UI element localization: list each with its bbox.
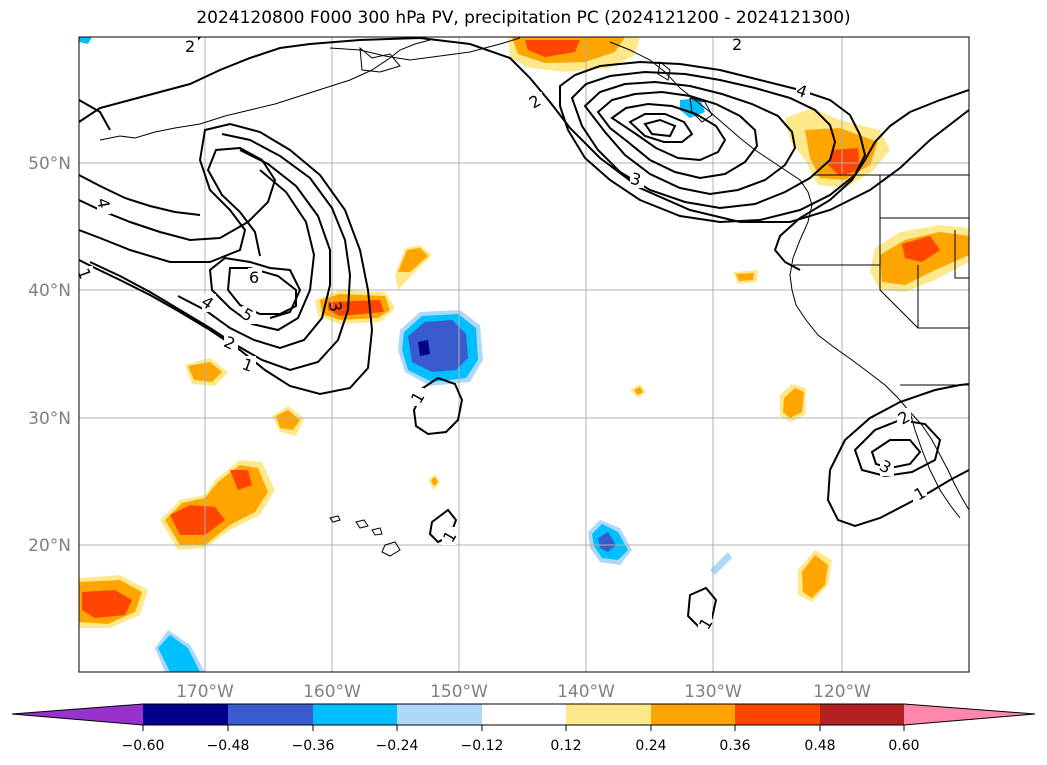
colorbar-segment	[143, 704, 228, 725]
latitude-labels: 50°N 40°N 30°N 20°N	[28, 154, 71, 556]
pv-label: 3	[628, 169, 643, 190]
colorbar-tick-label: −0.60	[122, 738, 165, 754]
colorbar-extend-min	[12, 704, 143, 725]
pv-label: 6	[249, 268, 259, 287]
colorbar-tick-label: −0.12	[461, 738, 504, 754]
lon-label-130w: 130°W	[684, 682, 742, 702]
colorbar-segment	[566, 704, 651, 725]
pv-label: 2	[185, 37, 195, 56]
pv-label: 2	[732, 35, 742, 54]
pv-label: 3	[325, 300, 345, 313]
colorbar-tick-label: 0.36	[719, 738, 750, 754]
lat-label-30n: 30°N	[28, 409, 71, 429]
coastlines	[99, 37, 969, 557]
colorbar-extend-max	[904, 704, 1035, 725]
colorbar-segment	[228, 704, 313, 725]
colorbar-segment	[735, 704, 820, 725]
colorbar-segment	[651, 704, 735, 725]
lat-label-50n: 50°N	[28, 154, 71, 174]
map-title: 2024120800 F000 300 hPa PV, precipitatio…	[196, 8, 851, 28]
pv-contour-labels: 2 2 2 3 4 4 1 6 4 5 2 1 3 1	[79, 35, 929, 633]
colorbar: −0.60 −0.48 −0.36 −0.24 −0.12 0.12 0.24 …	[11, 703, 1036, 754]
colorbar-tick-label: −0.24	[376, 738, 419, 754]
lon-label-150w: 150°W	[430, 682, 488, 702]
colorbar-segment	[397, 704, 482, 725]
lon-label-170w: 170°W	[176, 682, 234, 702]
lon-label-140w: 140°W	[557, 682, 615, 702]
colorbar-tick-label: 0.60	[888, 738, 919, 754]
longitude-labels: 170°W 160°W 150°W 140°W 130°W 120°W	[176, 682, 871, 702]
colorbar-segment	[820, 704, 904, 725]
lon-label-120w: 120°W	[813, 682, 871, 702]
colorbar-tick-label: −0.36	[292, 738, 335, 754]
colorbar-tick-label: 0.12	[550, 738, 581, 754]
colorbar-tick-label: −0.48	[207, 738, 250, 754]
colorbar-tick-label: 0.24	[635, 738, 666, 754]
lon-label-160w: 160°W	[303, 682, 361, 702]
lat-label-20n: 20°N	[28, 536, 71, 556]
map-frame	[78, 36, 970, 673]
colorbar-segment	[313, 704, 397, 725]
lat-label-40n: 40°N	[28, 281, 71, 301]
pv-label: 4	[93, 197, 113, 210]
colorbar-tick-label: 0.48	[804, 738, 835, 754]
colorbar-segment	[482, 704, 566, 725]
